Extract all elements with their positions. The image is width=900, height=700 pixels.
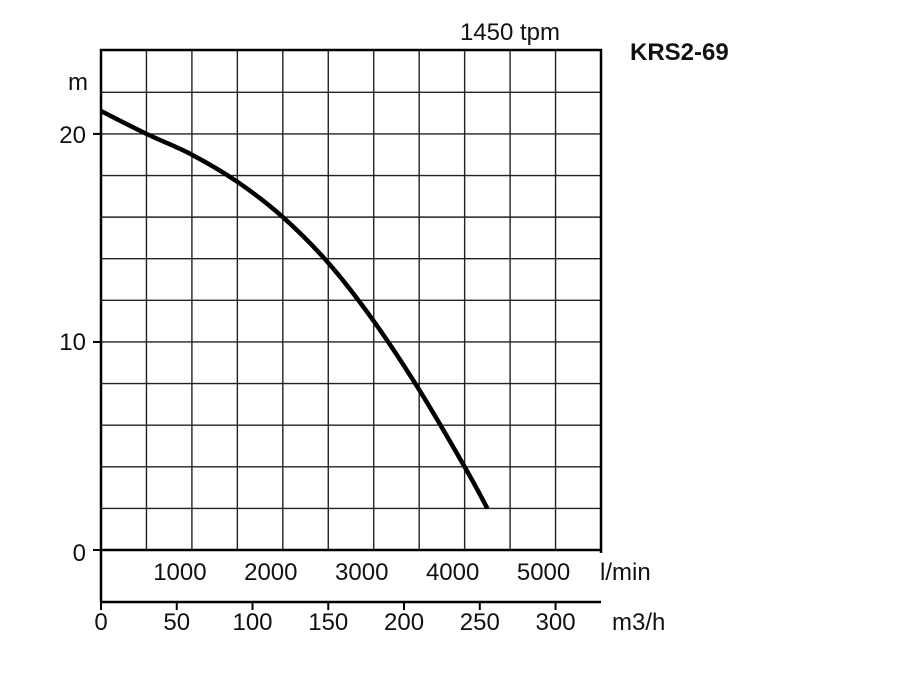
x-unit-secondary-label: m3/h — [612, 609, 665, 636]
pump-head-curve — [99, 108, 490, 510]
chart-series — [99, 108, 490, 510]
chart-grid — [101, 50, 601, 550]
x-tick-label-primary: 3000 — [335, 559, 388, 586]
y-tick-label: 0 — [73, 540, 86, 567]
x-tick-label-primary: 2000 — [244, 559, 297, 586]
x-tick-label-primary: 4000 — [426, 559, 479, 586]
x-tick-label-secondary: 50 — [163, 609, 190, 636]
chart-frame: 0 10 20 1000 2000 3000 4000 5000 0 50 100 150 200 250… — [59, 48, 603, 636]
x-unit-primary-label: l/min — [600, 559, 651, 586]
x-tick-label-secondary: 300 — [536, 609, 576, 636]
x-tick-label-secondary: 200 — [384, 609, 424, 636]
plot-border — [99, 48, 603, 552]
y-tick-label: 20 — [59, 122, 86, 149]
model-label: KRS2-69 — [630, 39, 729, 66]
chart-labels: 1450 tpm KRS2-69 m l/min m3/h — [68, 19, 729, 636]
y-tick-label: 10 — [59, 329, 86, 356]
x-tick-label-secondary: 250 — [460, 609, 500, 636]
x-tick-label-primary: 5000 — [517, 559, 570, 586]
speed-label: 1450 tpm — [460, 19, 560, 46]
x-tick-label-primary: 1000 — [153, 559, 206, 586]
y-unit-label: m — [68, 69, 88, 96]
x-tick-label-secondary: 100 — [232, 609, 272, 636]
x-tick-label-secondary: 0 — [94, 609, 107, 636]
x-tick-label-secondary: 150 — [308, 609, 348, 636]
